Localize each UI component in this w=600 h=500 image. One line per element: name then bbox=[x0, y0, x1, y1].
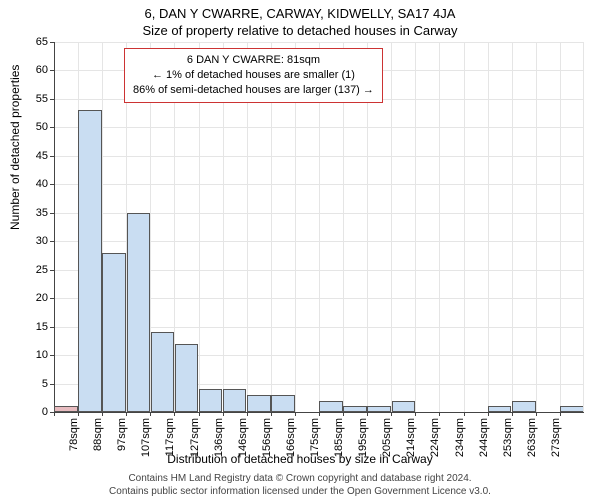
histogram-chart: 0510152025303540455055606578sqm88sqm97sq… bbox=[54, 42, 584, 412]
histogram-bar bbox=[392, 401, 416, 412]
histogram-bar bbox=[151, 332, 175, 412]
histogram-bar bbox=[512, 401, 536, 412]
y-tick-label: 30 bbox=[36, 235, 48, 247]
footer-attribution: Contains HM Land Registry data © Crown c… bbox=[0, 472, 600, 498]
histogram-bar bbox=[271, 395, 295, 412]
histogram-bar bbox=[54, 406, 78, 412]
tooltip-line: 6 DAN Y CWARRE: 81sqm bbox=[133, 53, 374, 68]
y-tick-label: 65 bbox=[36, 36, 48, 48]
histogram-bar bbox=[560, 406, 584, 412]
histogram-bar bbox=[343, 406, 367, 412]
x-axis-label: Distribution of detached houses by size … bbox=[0, 452, 600, 466]
histogram-bar bbox=[223, 389, 247, 412]
y-tick-label: 25 bbox=[36, 264, 48, 276]
y-tick-label: 20 bbox=[36, 292, 48, 304]
y-tick-label: 50 bbox=[36, 121, 48, 133]
y-tick-label: 45 bbox=[36, 150, 48, 162]
histogram-bar bbox=[488, 406, 512, 412]
histogram-bar bbox=[127, 213, 151, 412]
y-tick-label: 60 bbox=[36, 64, 48, 76]
y-tick-label: 40 bbox=[36, 178, 48, 190]
histogram-bar bbox=[102, 253, 126, 412]
histogram-bar bbox=[175, 344, 199, 412]
footer-line-1: Contains HM Land Registry data © Crown c… bbox=[0, 472, 600, 485]
y-tick-label: 35 bbox=[36, 207, 48, 219]
histogram-bar bbox=[319, 401, 343, 412]
y-tick-label: 55 bbox=[36, 93, 48, 105]
y-tick-label: 5 bbox=[42, 378, 48, 390]
y-tick-label: 15 bbox=[36, 321, 48, 333]
histogram-bar bbox=[367, 406, 391, 412]
y-tick-label: 0 bbox=[42, 406, 48, 418]
y-tick-label: 10 bbox=[36, 349, 48, 361]
histogram-bar bbox=[199, 389, 223, 412]
highlight-tooltip: 6 DAN Y CWARRE: 81sqm← 1% of detached ho… bbox=[124, 48, 383, 103]
plot-area: 0510152025303540455055606578sqm88sqm97sq… bbox=[54, 42, 584, 412]
y-axis-label: Number of detached properties bbox=[8, 65, 22, 230]
histogram-bar bbox=[247, 395, 271, 412]
histogram-bar bbox=[78, 110, 102, 412]
footer-line-2: Contains public sector information licen… bbox=[0, 485, 600, 498]
page-subtitle: Size of property relative to detached ho… bbox=[0, 21, 600, 42]
tooltip-line: 86% of semi-detached houses are larger (… bbox=[133, 83, 374, 98]
tooltip-line: ← 1% of detached houses are smaller (1) bbox=[133, 68, 374, 83]
page-title-address: 6, DAN Y CWARRE, CARWAY, KIDWELLY, SA17 … bbox=[0, 0, 600, 21]
